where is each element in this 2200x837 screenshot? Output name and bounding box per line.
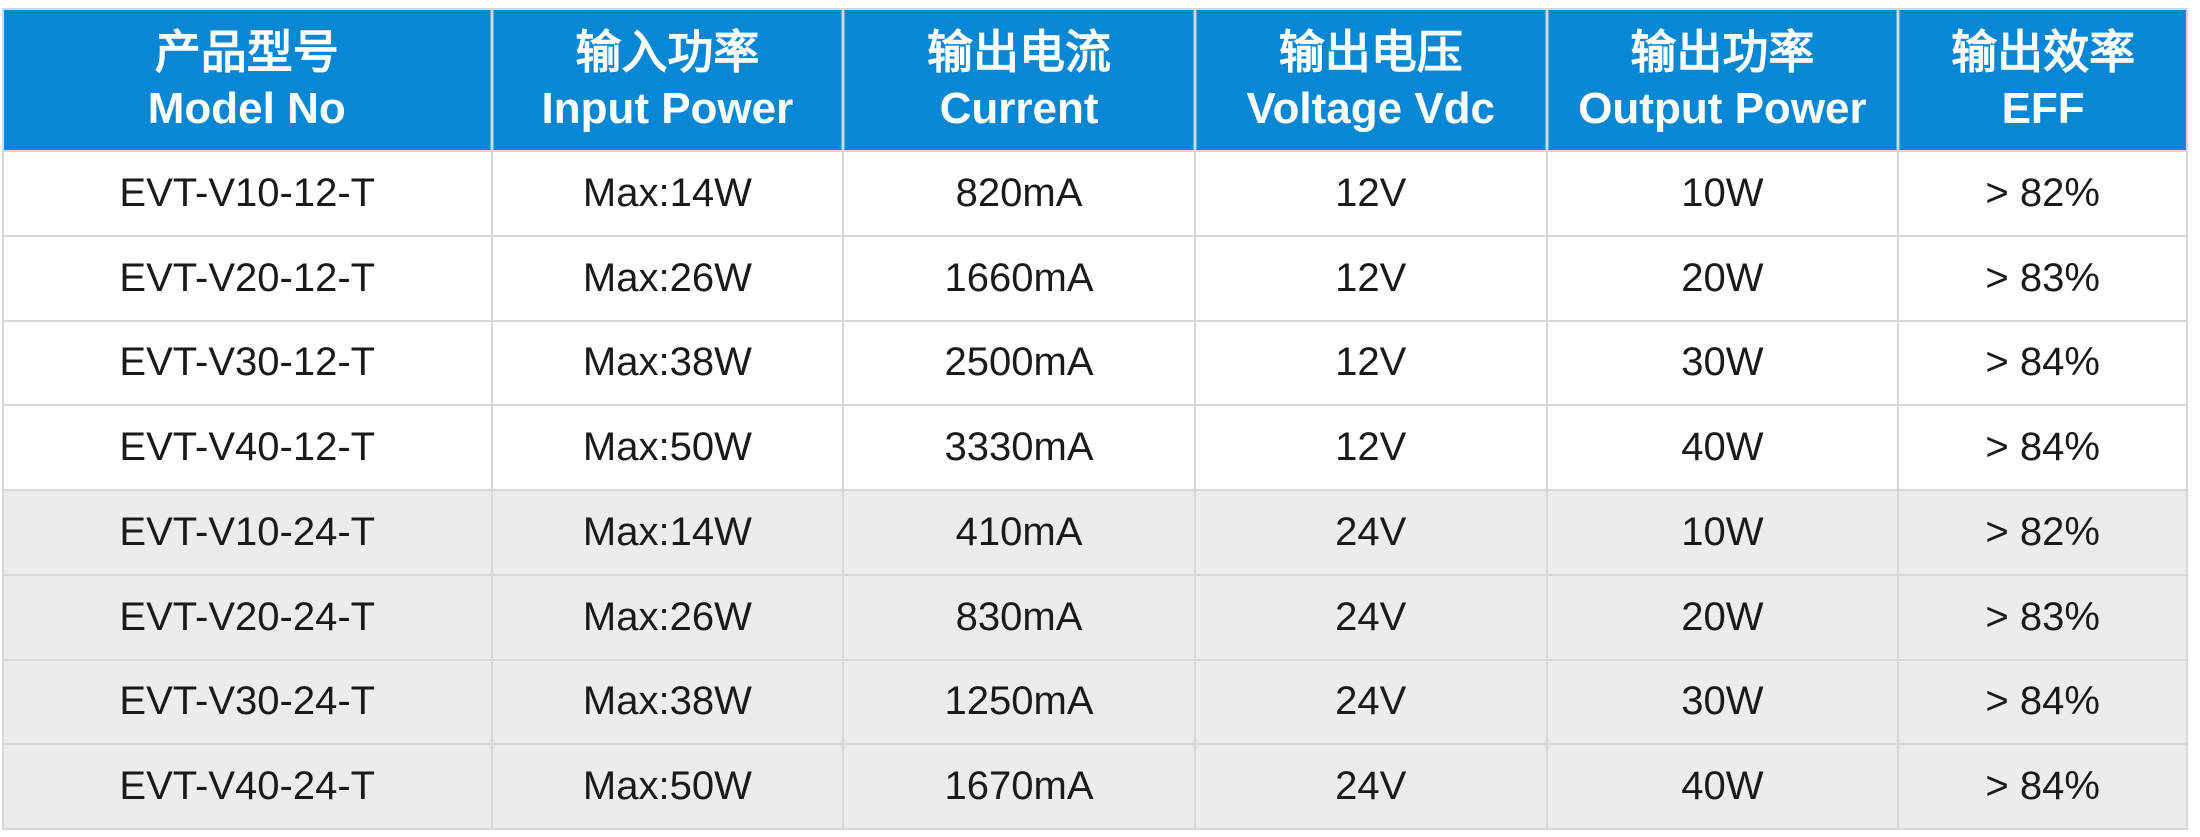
header-voltage-en: Voltage Vdc [1246, 84, 1496, 134]
cell-model-no: EVT-V10-24-T [4, 491, 491, 574]
header-eff-zh: 输出效率 [1951, 25, 2136, 78]
column-header-output-power: 输出功率 Output Power [1547, 10, 1898, 150]
cell-voltage: 24V [1195, 745, 1546, 828]
cell-current: 410mA [844, 491, 1194, 574]
header-current-zh: 输出电流 [927, 25, 1112, 78]
header-output-power-zh: 输出功率 [1630, 25, 1815, 78]
table-row: EVT-V20-24-T Max:26W 830mA 24V 20W > 83% [4, 575, 2186, 659]
table-body: EVT-V10-12-T Max:14W 820mA 12V 10W > 82%… [4, 152, 2186, 828]
table-row: EVT-V40-12-T Max:50W 3330mA 12V 40W > 84… [4, 406, 2186, 489]
header-input-power-en: Input Power [541, 84, 794, 134]
cell-eff: > 84% [1899, 406, 2186, 489]
column-header-model-no: 产品型号 Model No [4, 10, 491, 150]
cell-model-no: EVT-V20-24-T [4, 575, 491, 659]
cell-model-no: EVT-V10-12-T [4, 152, 491, 235]
table-row: EVT-V40-24-T Max:50W 1670mA 24V 40W > 84… [4, 745, 2186, 828]
column-header-eff: 输出效率 EFF [1899, 10, 2186, 150]
cell-output-power: 20W [1547, 236, 1898, 320]
cell-eff: > 84% [1899, 321, 2186, 405]
cell-eff: > 84% [1899, 745, 2186, 828]
cell-current: 3330mA [844, 406, 1194, 489]
cell-input-power: Max:38W [492, 660, 843, 744]
cell-model-no: EVT-V30-12-T [4, 321, 491, 405]
cell-model-no: EVT-V30-24-T [4, 660, 491, 744]
header-input-power-zh: 输入功率 [575, 25, 760, 78]
cell-input-power: Max:50W [492, 406, 843, 489]
cell-current: 1250mA [844, 660, 1194, 744]
cell-output-power: 40W [1547, 406, 1898, 489]
cell-current: 820mA [844, 152, 1194, 235]
cell-input-power: Max:50W [492, 745, 843, 828]
column-header-voltage: 输出电压 Voltage Vdc [1195, 10, 1546, 150]
cell-output-power: 10W [1547, 491, 1898, 574]
cell-model-no: EVT-V40-24-T [4, 745, 491, 828]
cell-eff: > 82% [1899, 491, 2186, 574]
cell-model-no: EVT-V20-12-T [4, 236, 491, 320]
header-current-en: Current [939, 84, 1099, 134]
cell-current: 830mA [844, 575, 1194, 659]
cell-voltage: 12V [1195, 236, 1546, 320]
header-model-no-zh: 产品型号 [154, 25, 339, 78]
cell-eff: > 83% [1899, 575, 2186, 659]
cell-output-power: 10W [1547, 152, 1898, 235]
cell-input-power: Max:26W [492, 575, 843, 659]
cell-output-power: 30W [1547, 660, 1898, 744]
cell-voltage: 24V [1195, 491, 1546, 574]
cell-output-power: 20W [1547, 575, 1898, 659]
cell-current: 2500mA [844, 321, 1194, 405]
header-model-no-en: Model No [147, 84, 346, 134]
cell-input-power: Max:26W [492, 236, 843, 320]
table-row: EVT-V30-24-T Max:38W 1250mA 24V 30W > 84… [4, 660, 2186, 744]
cell-input-power: Max:14W [492, 152, 843, 235]
cell-model-no: EVT-V40-12-T [4, 406, 491, 489]
cell-output-power: 30W [1547, 321, 1898, 405]
cell-voltage: 24V [1195, 660, 1546, 744]
table-row: EVT-V20-12-T Max:26W 1660mA 12V 20W > 83… [4, 236, 2186, 320]
header-eff-en: EFF [2001, 84, 2085, 134]
header-row: 产品型号 Model No 输入功率 Input Power 输出电流 Curr… [4, 10, 2186, 150]
cell-eff: > 83% [1899, 236, 2186, 320]
table-header: 产品型号 Model No 输入功率 Input Power 输出电流 Curr… [4, 10, 2186, 150]
cell-input-power: Max:38W [492, 321, 843, 405]
cell-input-power: Max:14W [492, 491, 843, 574]
cell-current: 1670mA [844, 745, 1194, 828]
table-row: EVT-V30-12-T Max:38W 2500mA 12V 30W > 84… [4, 321, 2186, 405]
cell-output-power: 40W [1547, 745, 1898, 828]
table-row: EVT-V10-24-T Max:14W 410mA 24V 10W > 82% [4, 491, 2186, 574]
table-row: EVT-V10-12-T Max:14W 820mA 12V 10W > 82% [4, 152, 2186, 235]
cell-voltage: 12V [1195, 321, 1546, 405]
cell-current: 1660mA [844, 236, 1194, 320]
column-header-current: 输出电流 Current [844, 10, 1194, 150]
header-voltage-zh: 输出电压 [1278, 25, 1463, 78]
product-spec-table: 产品型号 Model No 输入功率 Input Power 输出电流 Curr… [2, 8, 2188, 830]
cell-voltage: 24V [1195, 575, 1546, 659]
column-header-input-power: 输入功率 Input Power [492, 10, 843, 150]
cell-eff: > 82% [1899, 152, 2186, 235]
cell-voltage: 12V [1195, 406, 1546, 489]
header-output-power-en: Output Power [1578, 84, 1867, 134]
cell-voltage: 12V [1195, 152, 1546, 235]
cell-eff: > 84% [1899, 660, 2186, 744]
